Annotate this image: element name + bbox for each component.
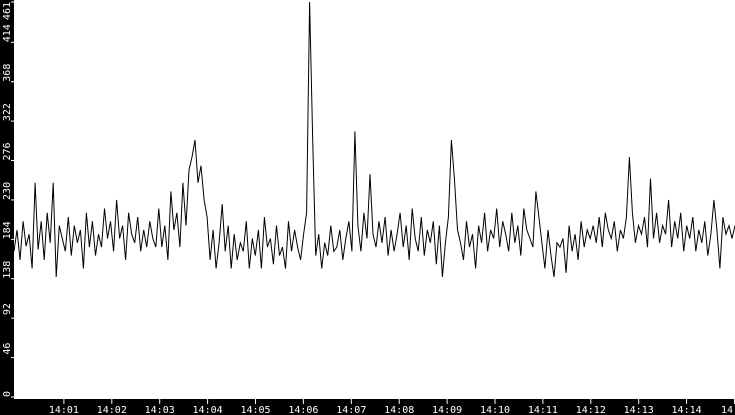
y-tick-label: 0 bbox=[2, 391, 13, 397]
x-tick-label: 14:10 bbox=[480, 405, 510, 415]
x-tick-label: 14:06 bbox=[288, 405, 318, 415]
x-tick-label: 14:07 bbox=[336, 405, 366, 415]
y-tick-label: 92 bbox=[2, 303, 13, 315]
y-tick-label: 276 bbox=[2, 142, 13, 160]
x-tick-label: 14:14 bbox=[672, 405, 702, 415]
y-tick-label: 184 bbox=[2, 221, 13, 239]
x-tick-label: 14:03 bbox=[145, 405, 175, 415]
x-tick-label: 14:12 bbox=[576, 405, 606, 415]
x-tick-label: 14 bbox=[721, 405, 733, 415]
plot-area bbox=[14, 0, 735, 399]
y-tick-label: 368 bbox=[2, 64, 13, 82]
y-tick-label: 414 bbox=[2, 24, 13, 42]
y-tick-label: 46 bbox=[2, 343, 13, 355]
y-tick-label: 322 bbox=[2, 103, 13, 121]
x-tick-label: 14:09 bbox=[432, 405, 462, 415]
x-tick-label: 14:08 bbox=[384, 405, 414, 415]
x-tick-label: 14:11 bbox=[528, 405, 558, 415]
x-tick-label: 14:01 bbox=[49, 405, 79, 415]
y-tick-label: 461 bbox=[2, 2, 13, 20]
x-tick-label: 14:04 bbox=[193, 405, 223, 415]
series-line bbox=[13, 1, 735, 278]
x-tick-label: 14:05 bbox=[240, 405, 270, 415]
x-tick-label: 14:02 bbox=[97, 405, 127, 415]
x-tick-label: 14:13 bbox=[624, 405, 654, 415]
y-tick-label: 138 bbox=[2, 261, 13, 279]
y-tick-label: 230 bbox=[2, 182, 13, 200]
